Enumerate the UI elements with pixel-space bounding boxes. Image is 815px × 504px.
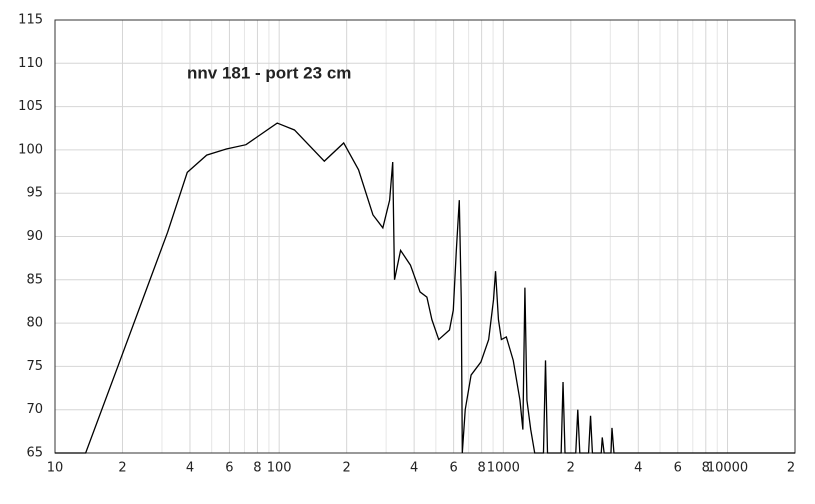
- y-tick-label: 85: [26, 272, 43, 287]
- y-tick-label: 105: [18, 99, 43, 114]
- x-tick-label: 10000: [707, 461, 748, 476]
- x-tick-label: 6: [674, 461, 682, 476]
- y-tick-label: 70: [26, 402, 43, 417]
- x-tick-label: 1000: [487, 461, 520, 476]
- y-tick-label: 100: [18, 142, 43, 157]
- x-tick-label: 2: [118, 461, 126, 476]
- x-tick-label: 4: [410, 461, 418, 476]
- x-tick-label: 2: [343, 461, 351, 476]
- x-tick-label: 100: [267, 461, 292, 476]
- y-tick-label: 110: [18, 56, 43, 71]
- x-tick-label: 6: [225, 461, 233, 476]
- chart-title: nnv 181 - port 23 cm: [187, 63, 351, 82]
- x-tick-label: 4: [634, 461, 642, 476]
- y-tick-label: 80: [26, 316, 43, 331]
- x-tick-label: 2: [787, 461, 795, 476]
- y-tick-label: 95: [26, 186, 43, 201]
- x-tick-label: 4: [186, 461, 194, 476]
- plot-frame: [54, 19, 796, 454]
- x-tick-label: 8: [477, 461, 485, 476]
- x-tick-label: 2: [567, 461, 575, 476]
- x-tick-label: 10: [47, 461, 64, 476]
- x-tick-label: 6: [449, 461, 457, 476]
- response-curve: [55, 122, 795, 454]
- x-tick-label: 8: [702, 461, 710, 476]
- x-tick-label: 8: [253, 461, 261, 476]
- y-tick-label: 115: [18, 13, 43, 28]
- y-tick-label: 90: [26, 229, 43, 244]
- y-tick-label: 75: [26, 359, 43, 374]
- y-tick-label: 65: [26, 446, 43, 461]
